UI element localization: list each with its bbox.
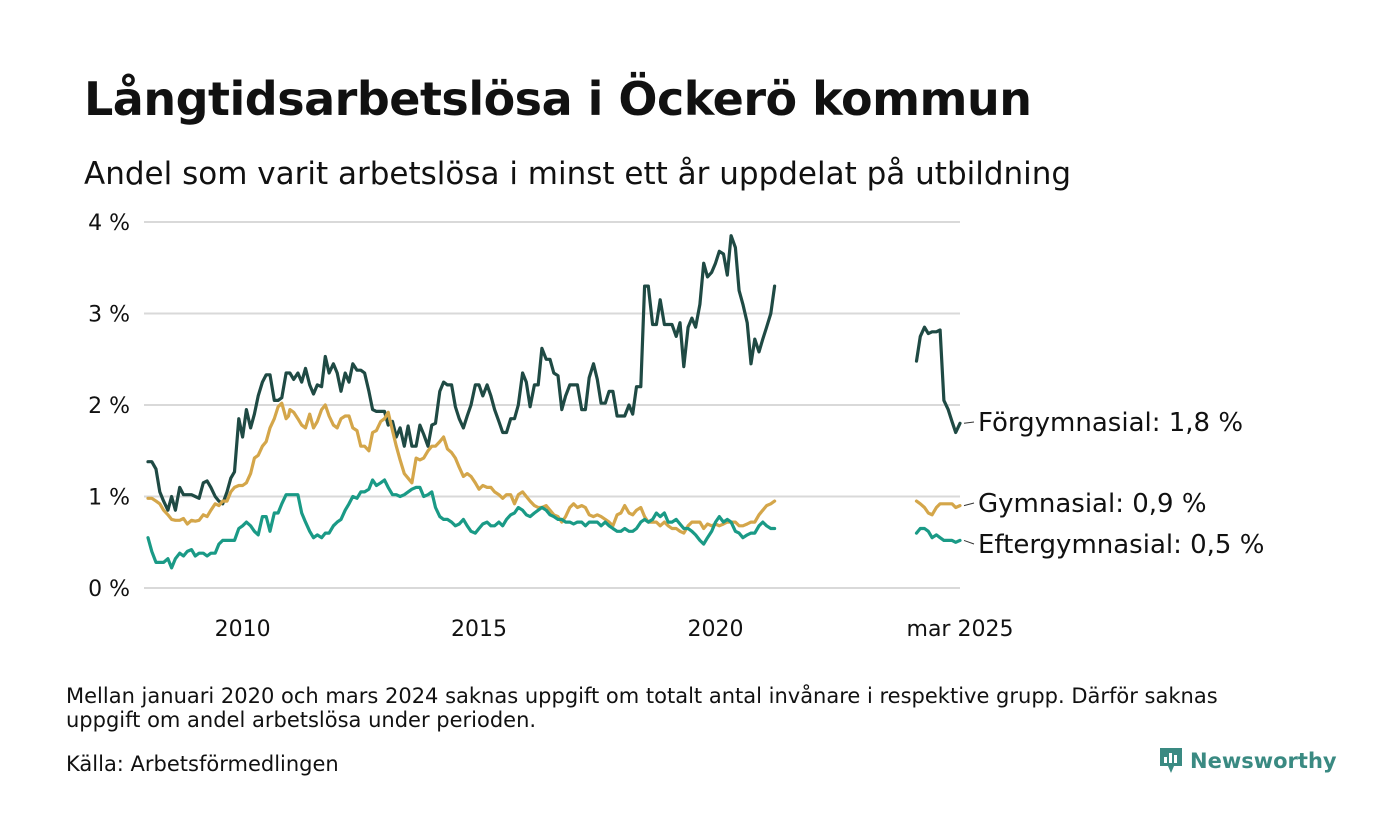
source-note: Källa: Arbetsförmedlingen xyxy=(66,752,339,776)
series-line-gymnasial xyxy=(914,499,962,517)
y-tick-label: 3 % xyxy=(88,303,130,328)
series-line-eftergymnasial xyxy=(146,478,777,570)
end-label: Förgymnasial: 1,8 % xyxy=(978,408,1243,438)
end-label-connector xyxy=(963,421,975,424)
y-tick-label: 2 % xyxy=(88,394,130,419)
y-tick-label: 1 % xyxy=(88,486,130,511)
x-tick-label: mar 2025 xyxy=(907,617,1014,642)
end-label-connector xyxy=(963,502,975,507)
footnote: Mellan januari 2020 och mars 2024 saknas… xyxy=(66,684,1218,732)
y-tick-label: 0 % xyxy=(88,577,130,602)
end-label-connector xyxy=(963,539,975,545)
x-tick-label: 2020 xyxy=(688,617,744,642)
series-line-gymnasial xyxy=(146,401,777,535)
y-tick-label: 4 % xyxy=(88,211,130,236)
newsworthy-logo-text: Newsworthy xyxy=(1190,749,1337,773)
series-line-eftergymnasial xyxy=(914,526,962,544)
newsworthy-logo: Newsworthy xyxy=(1158,746,1337,776)
x-tick-label: 2015 xyxy=(451,617,507,642)
end-label: Gymnasial: 0,9 % xyxy=(978,489,1207,519)
x-tick-label: 2010 xyxy=(215,617,271,642)
series-line-förgymnasial xyxy=(146,234,777,512)
chart-subtitle: Andel som varit arbetslösa i minst ett å… xyxy=(84,156,1072,192)
series-line-förgymnasial xyxy=(914,325,962,435)
end-label: Eftergymnasial: 0,5 % xyxy=(978,530,1264,560)
newsworthy-logo-icon xyxy=(1160,748,1182,773)
chart-title: Långtidsarbetslösa i Öckerö kommun xyxy=(84,72,1032,126)
